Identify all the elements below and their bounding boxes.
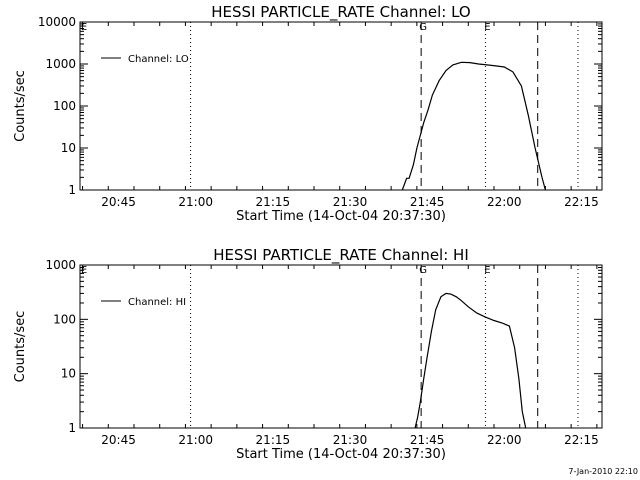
x-tick-label: 21:45: [410, 195, 445, 209]
legend-entry-lo: Channel: LO: [128, 54, 189, 65]
corner-marker: E: [81, 22, 87, 33]
x-tick-label: 21:45: [410, 433, 445, 447]
footer-timestamp: 7-Jan-2010 22:10: [568, 467, 638, 476]
y-tick-label: 10000: [38, 15, 76, 29]
y-tick-label: 1: [68, 421, 76, 435]
y-tick-label: 1000: [45, 57, 76, 71]
y-axis-label-hi: Counts/sec: [13, 311, 28, 383]
x-tick-label: 21:00: [178, 195, 213, 209]
y-tick-label: 1: [68, 183, 76, 197]
vertical-line-label: G: [419, 22, 427, 33]
y-tick-label: 10: [61, 367, 76, 381]
panel-lo: HESSI PARTICLE_RATE Channel: LO 1 10 100 100…: [13, 3, 603, 224]
series-line-lo: [401, 61, 546, 191]
vertical-line-label: E: [484, 265, 490, 276]
x-tick-label: 22:00: [487, 433, 522, 447]
chart-title-hi: HESSI PARTICLE_RATE Channel: HI: [213, 246, 469, 265]
y-tick-label: 1000: [45, 258, 76, 272]
x-tick-label: 22:15: [564, 433, 599, 447]
y-axis-label-lo: Counts/sec: [13, 70, 28, 142]
x-tick-label: 21:15: [256, 433, 291, 447]
vertical-line-label: E: [484, 22, 490, 33]
corner-marker: E: [81, 265, 87, 276]
x-axis-label-lo: Start Time (14-Oct-04 20:37:30): [236, 209, 446, 224]
x-tick-label: 21:30: [333, 433, 368, 447]
y-tick-label: 100: [53, 99, 76, 113]
axes-frame-lo: [79, 21, 603, 191]
x-tick-label: 22:00: [487, 195, 522, 209]
axes-frame-hi: [79, 264, 603, 429]
legend-entry-hi: Channel: HI: [128, 297, 186, 308]
x-tick-label: 22:15: [564, 195, 599, 209]
panel-hi: HESSI PARTICLE_RATE Channel: HI 1 10 100 100…: [13, 246, 603, 462]
x-tick-label: 20:45: [101, 433, 136, 447]
x-tick-label: 20:45: [101, 195, 136, 209]
vertical-line-label: G: [419, 265, 427, 276]
x-tick-label: 21:30: [333, 195, 368, 209]
x-axis-label-hi: Start Time (14-Oct-04 20:37:30): [236, 447, 446, 462]
x-tick-label: 21:00: [178, 433, 213, 447]
x-tick-label: 21:15: [256, 195, 291, 209]
series-line-hi: [414, 292, 527, 429]
chart-title-lo: HESSI PARTICLE_RATE Channel: LO: [211, 3, 470, 22]
y-tick-label: 100: [53, 312, 76, 326]
y-tick-label: 10: [61, 141, 76, 155]
